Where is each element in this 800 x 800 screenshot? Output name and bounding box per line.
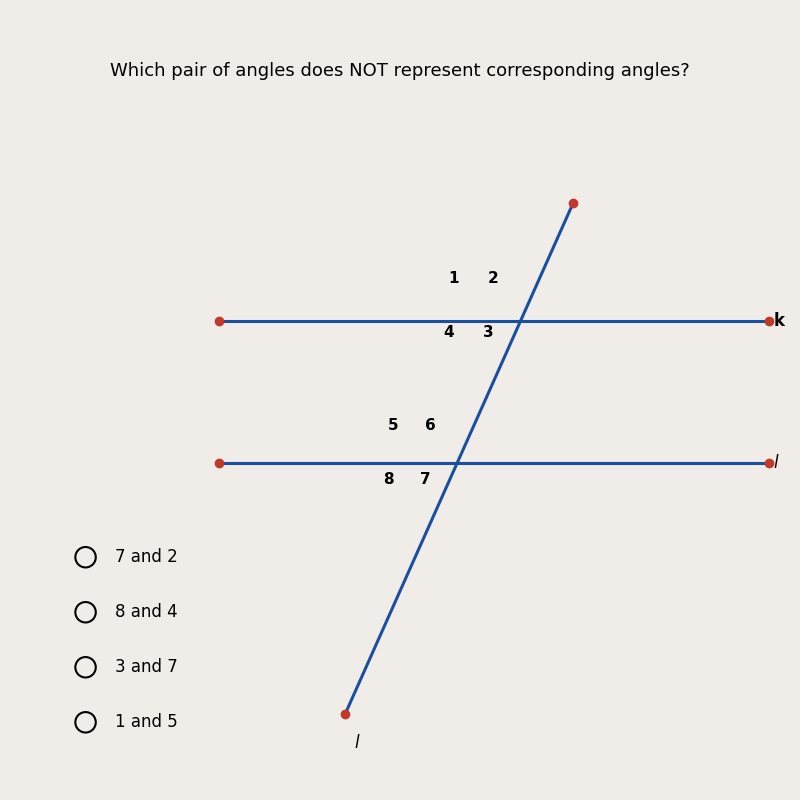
Text: 6: 6: [425, 418, 436, 433]
Text: 8 and 4: 8 and 4: [115, 603, 178, 622]
Text: 3: 3: [483, 326, 494, 340]
Text: k: k: [774, 312, 785, 330]
Text: 7: 7: [421, 472, 431, 487]
Text: 7 and 2: 7 and 2: [115, 548, 178, 566]
Text: 8: 8: [383, 472, 394, 487]
Text: 4: 4: [444, 326, 454, 340]
Text: 3 and 7: 3 and 7: [115, 658, 178, 676]
Text: l: l: [774, 454, 778, 472]
Text: 5: 5: [388, 418, 398, 433]
Text: 2: 2: [488, 271, 498, 286]
Text: l: l: [354, 734, 359, 752]
Text: 1 and 5: 1 and 5: [115, 714, 178, 731]
Text: Which pair of angles does NOT represent corresponding angles?: Which pair of angles does NOT represent …: [110, 62, 690, 80]
Text: 1: 1: [449, 271, 459, 286]
